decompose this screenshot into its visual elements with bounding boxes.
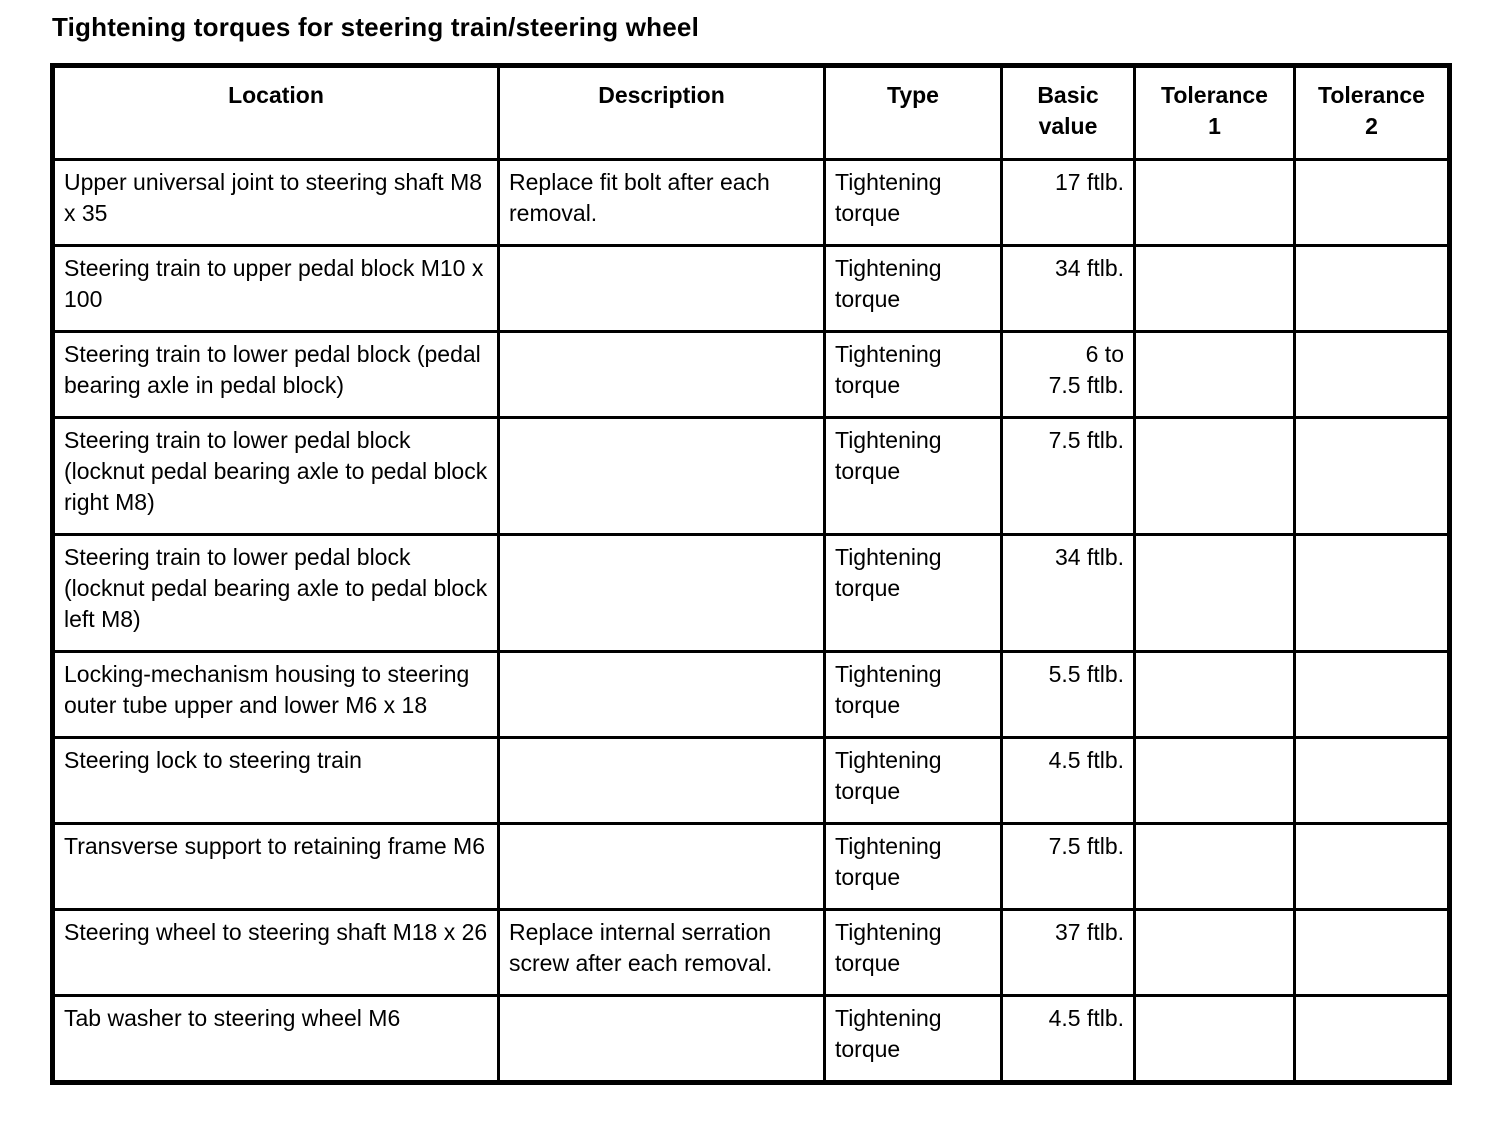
cell-tolerance-2 [1293,158,1451,247]
cell-location: Steering train to upper pedal block M10 … [51,244,500,333]
cell-type: Tightening torque [823,650,1003,739]
cell-tolerance-2 [1293,908,1451,997]
cell-type: Tightening torque [823,330,1003,419]
cell-location: Transverse support to retaining frame M6 [51,822,500,911]
cell-description [497,650,826,739]
cell-tolerance-1 [1133,994,1296,1084]
column-header-basic-value: Basic value [1000,64,1136,161]
cell-basic-value: 7.5 ftlb. [1000,416,1136,536]
torque-table: Location Description Type Basic value To… [50,63,1452,1085]
cell-tolerance-2 [1293,650,1451,739]
cell-location: Steering wheel to steering shaft M18 x 2… [51,908,500,997]
table-row: Steering train to lower pedal block (ped… [51,330,1451,419]
cell-tolerance-2 [1293,822,1451,911]
table-row: Steering wheel to steering shaft M18 x 2… [51,908,1451,997]
table-row: Steering lock to steering train Tighteni… [51,736,1451,825]
cell-tolerance-2 [1293,533,1451,653]
cell-description [497,244,826,333]
cell-type: Tightening torque [823,244,1003,333]
cell-basic-value: 34 ftlb. [1000,244,1136,333]
cell-location: Locking-mechanism housing to steering ou… [51,650,500,739]
cell-tolerance-1 [1133,416,1296,536]
cell-type: Tightening torque [823,822,1003,911]
cell-location: Steering train to lower pedal block (ped… [51,330,500,419]
cell-tolerance-1 [1133,330,1296,419]
cell-tolerance-1 [1133,822,1296,911]
cell-location: Tab washer to steering wheel M6 [51,994,500,1084]
cell-description: Replace internal serration screw after e… [497,908,826,997]
cell-location: Steering train to lower pedal block (loc… [51,533,500,653]
cell-tolerance-1 [1133,736,1296,825]
column-header-tolerance-2: Tolerance 2 [1293,64,1451,161]
cell-tolerance-1 [1133,908,1296,997]
cell-basic-value: 6 to 7.5 ftlb. [1000,330,1136,419]
cell-tolerance-2 [1293,416,1451,536]
cell-type: Tightening torque [823,908,1003,997]
cell-basic-value: 34 ftlb. [1000,533,1136,653]
cell-description [497,736,826,825]
cell-description [497,533,826,653]
cell-basic-value: 7.5 ftlb. [1000,822,1136,911]
table-row: Upper universal joint to steering shaft … [51,158,1451,247]
cell-tolerance-2 [1293,244,1451,333]
column-header-location: Location [51,64,500,161]
cell-basic-value: 17 ftlb. [1000,158,1136,247]
header-row: Location Description Type Basic value To… [51,64,1451,161]
cell-description: Replace fit bolt after each removal. [497,158,826,247]
cell-basic-value: 4.5 ftlb. [1000,994,1136,1084]
column-header-type: Type [823,64,1003,161]
page-title: Tightening torques for steering train/st… [52,12,700,42]
cell-type: Tightening torque [823,533,1003,653]
cell-basic-value: 5.5 ftlb. [1000,650,1136,739]
table-row: Steering train to upper pedal block M10 … [51,244,1451,333]
table-row: Transverse support to retaining frame M6… [51,822,1451,911]
cell-location: Steering train to lower pedal block (loc… [51,416,500,536]
cell-tolerance-2 [1293,994,1451,1084]
cell-description [497,330,826,419]
table-row: Tab washer to steering wheel M6 Tighteni… [51,994,1451,1084]
cell-type: Tightening torque [823,416,1003,536]
cell-type: Tightening torque [823,158,1003,247]
column-header-description: Description [497,64,826,161]
table-row: Locking-mechanism housing to steering ou… [51,650,1451,739]
cell-tolerance-2 [1293,736,1451,825]
table-row: Steering train to lower pedal block (loc… [51,416,1451,536]
cell-description [497,416,826,536]
cell-basic-value: 4.5 ftlb. [1000,736,1136,825]
column-header-tolerance-1: Tolerance 1 [1133,64,1296,161]
table-row: Steering train to lower pedal block (loc… [51,533,1451,653]
cell-tolerance-2 [1293,330,1451,419]
cell-tolerance-1 [1133,158,1296,247]
cell-type: Tightening torque [823,994,1003,1084]
cell-description [497,994,826,1084]
cell-basic-value: 37 ftlb. [1000,908,1136,997]
cell-tolerance-1 [1133,533,1296,653]
cell-tolerance-1 [1133,650,1296,739]
table-header: Location Description Type Basic value To… [51,64,1451,161]
cell-location: Steering lock to steering train [51,736,500,825]
cell-tolerance-1 [1133,244,1296,333]
cell-location: Upper universal joint to steering shaft … [51,158,500,247]
table-body: Upper universal joint to steering shaft … [51,158,1451,1084]
cell-description [497,822,826,911]
cell-type: Tightening torque [823,736,1003,825]
